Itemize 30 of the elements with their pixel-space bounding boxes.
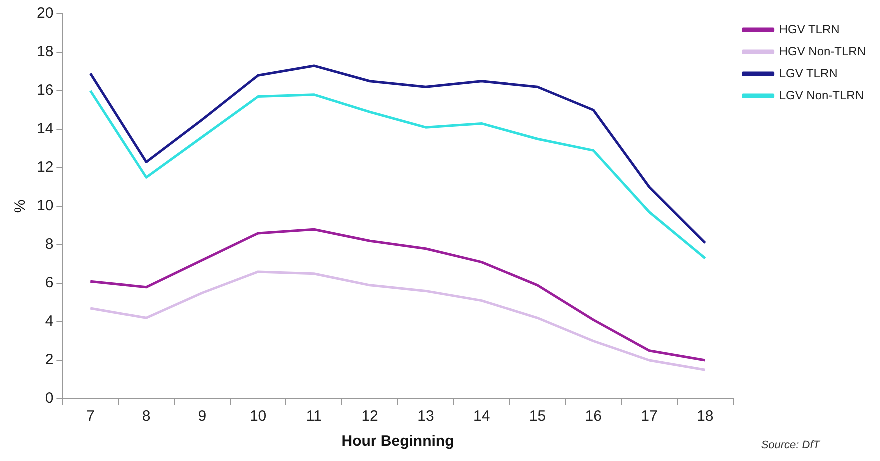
y-axis-title: % (12, 200, 30, 214)
x-tick-label: 12 (362, 408, 378, 426)
x-tick-label: 14 (473, 408, 490, 426)
x-tick-label: 7 (86, 408, 95, 426)
x-tick-label: 10 (250, 408, 267, 426)
x-tick-label: 18 (697, 408, 714, 426)
y-tick-label: 14 (36, 120, 54, 138)
y-tick-label: 0 (45, 390, 54, 408)
x-tick-label: 11 (306, 408, 322, 426)
y-tick-label: 8 (45, 236, 54, 254)
y-tick-label: 16 (36, 82, 54, 100)
legend-label: HGV TLRN (779, 22, 840, 36)
legend-label: LGV Non-TLRN (779, 88, 864, 102)
y-tick-label: 2 (45, 352, 54, 369)
x-tick-label: 17 (641, 408, 658, 426)
x-tick-label: 9 (198, 408, 207, 426)
x-axis-title: Hour Beginning (342, 433, 454, 450)
legend-label: HGV Non-TLRN (779, 44, 866, 58)
y-tick-label: 10 (36, 198, 54, 215)
x-tick-label: 16 (585, 408, 602, 426)
y-tick-label: 6 (45, 274, 54, 292)
source-note: Source: DfT (761, 440, 822, 452)
legend-label: LGV TLRN (779, 66, 838, 80)
x-tick-label: 8 (142, 408, 151, 426)
x-tick-label: 15 (529, 408, 546, 426)
y-tick-label: 18 (36, 44, 54, 61)
y-tick-label: 12 (36, 159, 54, 176)
x-tick-label: 13 (418, 408, 434, 426)
y-tick-label: 20 (36, 5, 54, 22)
y-tick-label: 4 (45, 313, 54, 330)
